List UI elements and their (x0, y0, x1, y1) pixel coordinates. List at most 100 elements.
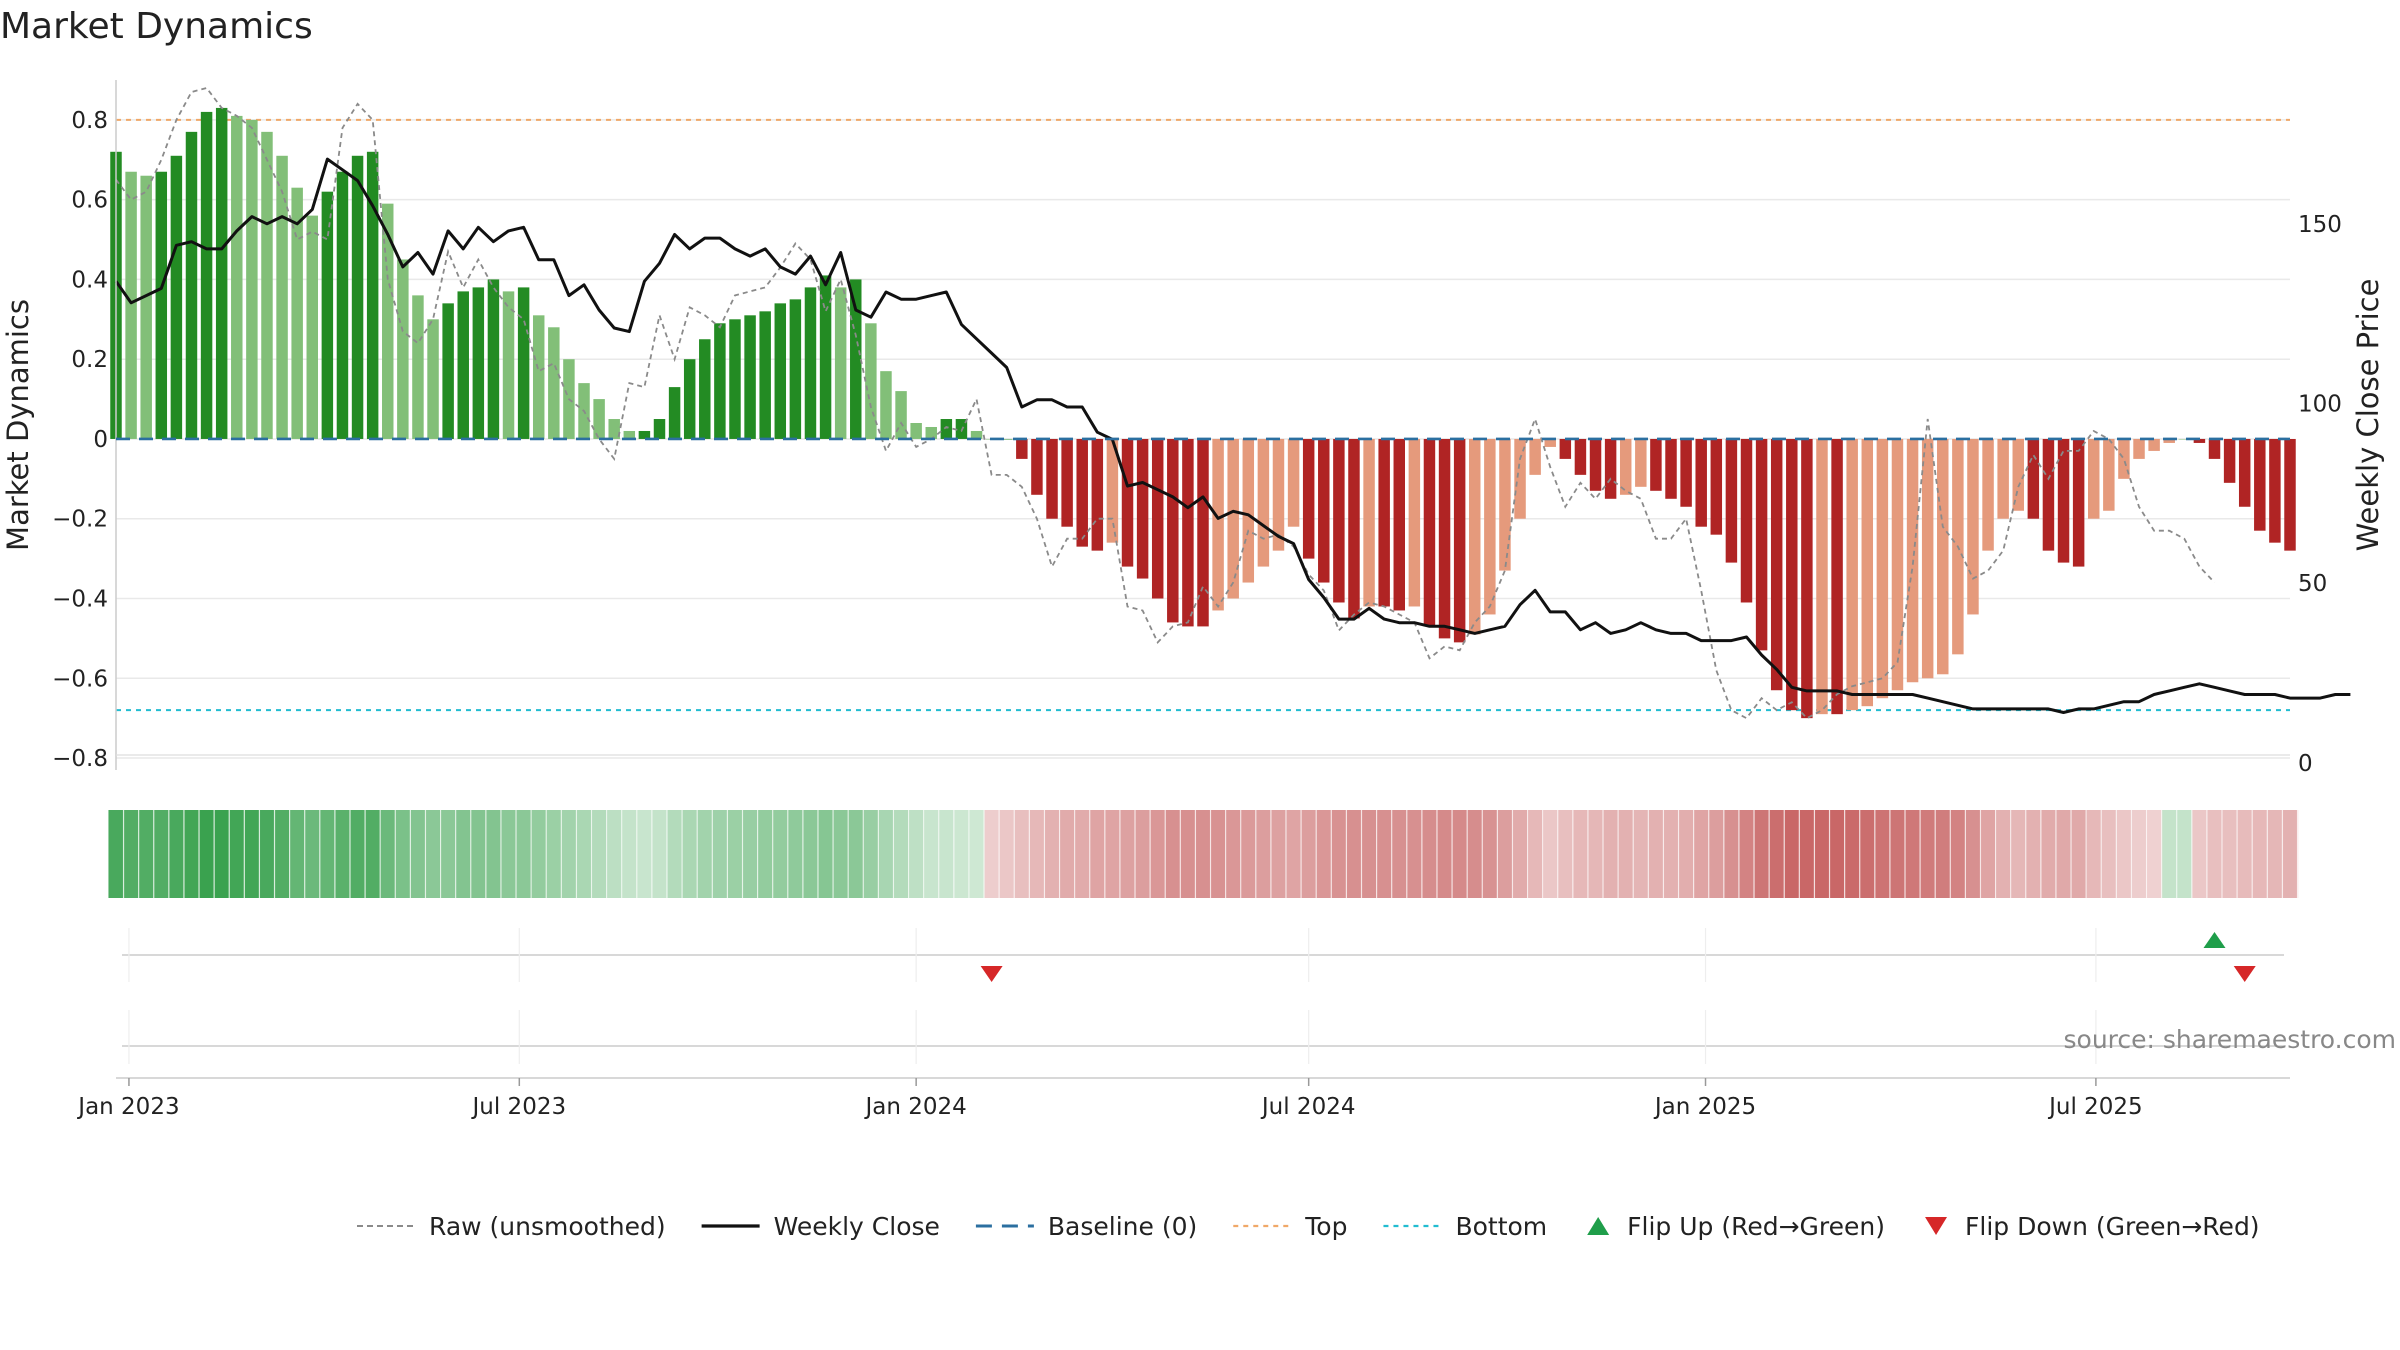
dynamics-bar (834, 287, 847, 439)
regime-cell (1708, 810, 1725, 898)
regime-cell (863, 810, 880, 898)
dynamics-bar (397, 259, 409, 439)
regime-cell (1693, 810, 1710, 898)
flip-up-marker (2203, 932, 2226, 948)
dynamics-bar (1710, 438, 1723, 535)
regime-cell (772, 810, 789, 898)
dynamics-bar (744, 315, 756, 439)
dynamics-bar (1801, 438, 1813, 719)
dynamics-bar (1121, 438, 1134, 567)
regime-cell (1089, 810, 1106, 898)
regime-cell (2222, 810, 2238, 898)
dynamics-bar (774, 303, 787, 439)
regime-cell (1150, 810, 1166, 898)
weekly-close-line (114, 157, 2351, 714)
regime-cell (500, 810, 517, 898)
regime-cell (1678, 810, 1695, 898)
regime-cell (138, 810, 155, 898)
regime-cell (833, 810, 849, 898)
dynamics-bar (2223, 438, 2236, 483)
regime-cell (1738, 810, 1755, 898)
regime-cell (516, 810, 532, 898)
y-tick-label: −0.2 (52, 507, 108, 533)
regime-cell (244, 810, 261, 898)
dynamics-bar (1333, 438, 1345, 603)
regime-cell (712, 810, 729, 898)
regime-cell (470, 810, 487, 898)
x-tick-label: Jul 2023 (471, 1094, 567, 1120)
regime-cell (576, 810, 593, 898)
regime-cell (1905, 810, 1921, 898)
legend-label: Weekly Close (774, 1212, 940, 1241)
dynamics-bar (517, 287, 530, 439)
flip-down-marker (980, 966, 1003, 982)
regime-cell (1799, 810, 1816, 898)
dynamics-bar (1453, 438, 1466, 643)
dynamics-bar (1318, 438, 1330, 583)
flip-panel (122, 928, 2284, 1064)
y2-tick-label: 0 (2298, 751, 2313, 777)
regime-cell (1104, 810, 1121, 898)
dynamics-bar (668, 387, 681, 439)
dynamics-bar (412, 295, 424, 439)
regime-cell (425, 810, 442, 898)
regime-cell (2237, 810, 2253, 898)
dynamics-bar (1167, 438, 1179, 623)
dynamics-bar (819, 275, 832, 439)
regime-cell (1920, 810, 1936, 898)
dynamics-bar (880, 371, 892, 439)
dynamics-bar (1680, 438, 1692, 507)
regime-cell (1829, 810, 1846, 898)
regime-cell (1421, 810, 1438, 898)
dynamics-bar (502, 291, 515, 439)
regime-cell (2252, 810, 2268, 898)
regime-cell (802, 810, 819, 898)
dynamics-bar (1469, 438, 1481, 635)
dynamics-bar (1151, 438, 1164, 599)
dynamics-bar (1136, 438, 1149, 579)
dynamics-bar (1544, 438, 1556, 447)
dynamics-bar (683, 359, 696, 439)
regime-cell (2206, 810, 2223, 898)
regime-cell (455, 810, 472, 898)
regime-cell (757, 810, 774, 898)
dynamics-bar (1786, 438, 1798, 711)
regime-cell (1286, 810, 1302, 898)
dynamics-bar (623, 430, 636, 439)
regime-cell (1935, 810, 1951, 898)
dynamics-bar (1484, 438, 1496, 615)
regime-cell (1119, 810, 1136, 898)
dynamics-bar (1378, 438, 1390, 607)
dynamics-bar (1302, 438, 1315, 559)
regime-cell (1965, 810, 1982, 898)
regime-cell (1618, 810, 1634, 898)
y-axis-label: Market Dynamics (1, 299, 35, 551)
regime-cell (2176, 810, 2193, 898)
dynamics-bar (427, 319, 439, 439)
y-tick-label: −0.8 (52, 746, 108, 772)
regime-cell (561, 810, 578, 898)
regime-cell (2071, 810, 2087, 898)
regime-cell (2282, 810, 2299, 898)
regime-cell (531, 810, 547, 898)
regime-cell (953, 810, 970, 898)
dynamics-bar (759, 311, 771, 439)
dynamics-bar (1076, 438, 1088, 547)
dynamics-bar (442, 303, 454, 439)
dynamics-bar (895, 391, 907, 439)
regime-cell (410, 810, 427, 898)
regime-cell (108, 810, 125, 898)
regime-cell (1210, 810, 1227, 898)
y-tick-label: 0.6 (71, 188, 108, 214)
dynamics-bar (2178, 438, 2191, 440)
dynamics-bar (2103, 438, 2115, 511)
dynamics-bar (155, 171, 168, 439)
regime-cell (1950, 810, 1967, 898)
regime-cell (485, 810, 502, 898)
regime-cell (546, 810, 562, 898)
regime-cell (1572, 810, 1589, 898)
dynamics-bar (532, 315, 545, 439)
dynamics-bar (1000, 438, 1013, 440)
dynamics-bar (2072, 438, 2085, 567)
y2-tick-label: 50 (2298, 571, 2327, 597)
